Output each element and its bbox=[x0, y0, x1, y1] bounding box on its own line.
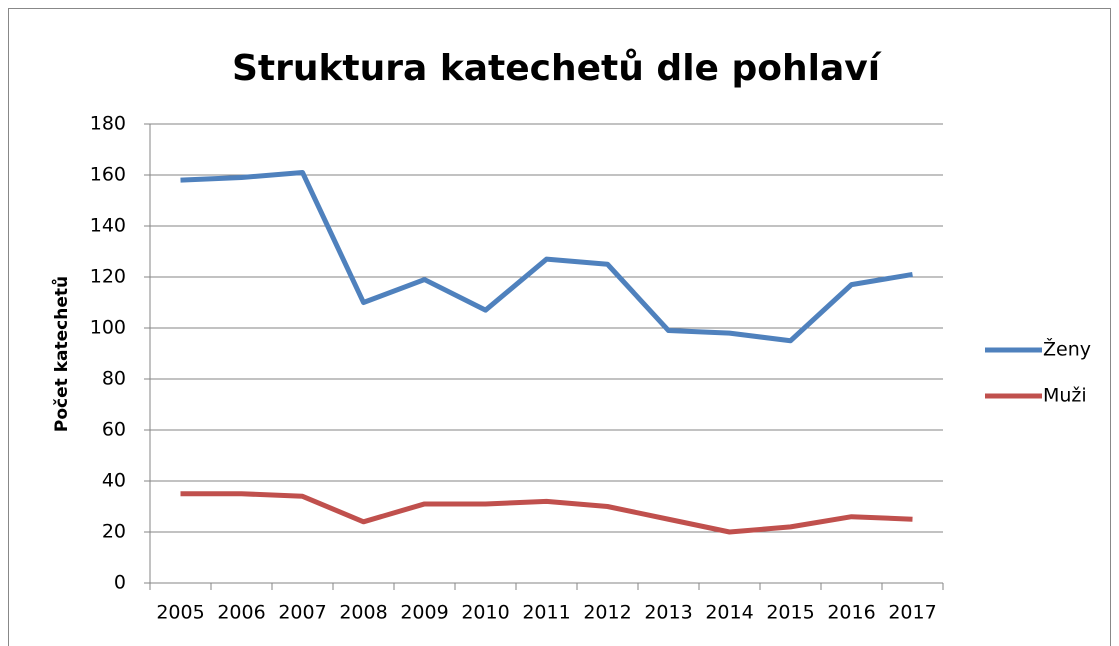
legend-label: Ženy bbox=[1043, 338, 1091, 361]
x-tick-label: 2013 bbox=[644, 602, 692, 624]
x-tick-label: 2012 bbox=[583, 602, 631, 624]
y-tick-label: 180 bbox=[90, 113, 126, 135]
x-tick-label: 2009 bbox=[400, 602, 448, 624]
x-tick-label: 2014 bbox=[705, 602, 753, 624]
x-tick-label: 2005 bbox=[156, 602, 204, 624]
x-tick-label: 2016 bbox=[827, 602, 875, 624]
series-line bbox=[180, 169, 913, 344]
y-tick-label: 100 bbox=[90, 317, 126, 339]
y-tick-label: 0 bbox=[114, 572, 126, 594]
y-tick-label: 60 bbox=[102, 419, 126, 441]
series-line bbox=[180, 491, 913, 535]
chart-title: Struktura katechetů dle pohlaví bbox=[232, 48, 882, 89]
x-tick-label: 2008 bbox=[339, 602, 387, 624]
x-tick-label: 2007 bbox=[278, 602, 326, 624]
x-tick-label: 2011 bbox=[522, 602, 570, 624]
legend-label: Muži bbox=[1043, 385, 1087, 407]
y-tick-label: 80 bbox=[102, 368, 126, 390]
x-tick-label: 2017 bbox=[888, 602, 936, 624]
chart-frame bbox=[8, 8, 1111, 646]
x-tick-label: 2010 bbox=[461, 602, 509, 624]
y-axis-label: Počet katechetů bbox=[50, 276, 72, 432]
y-tick-label: 20 bbox=[102, 521, 126, 543]
y-tick-label: 40 bbox=[102, 470, 126, 492]
y-tick-label: 160 bbox=[90, 164, 126, 186]
y-tick-label: 140 bbox=[90, 215, 126, 237]
x-tick-label: 2006 bbox=[217, 602, 265, 624]
x-tick-label: 2015 bbox=[766, 602, 814, 624]
y-tick-label: 120 bbox=[90, 266, 126, 288]
